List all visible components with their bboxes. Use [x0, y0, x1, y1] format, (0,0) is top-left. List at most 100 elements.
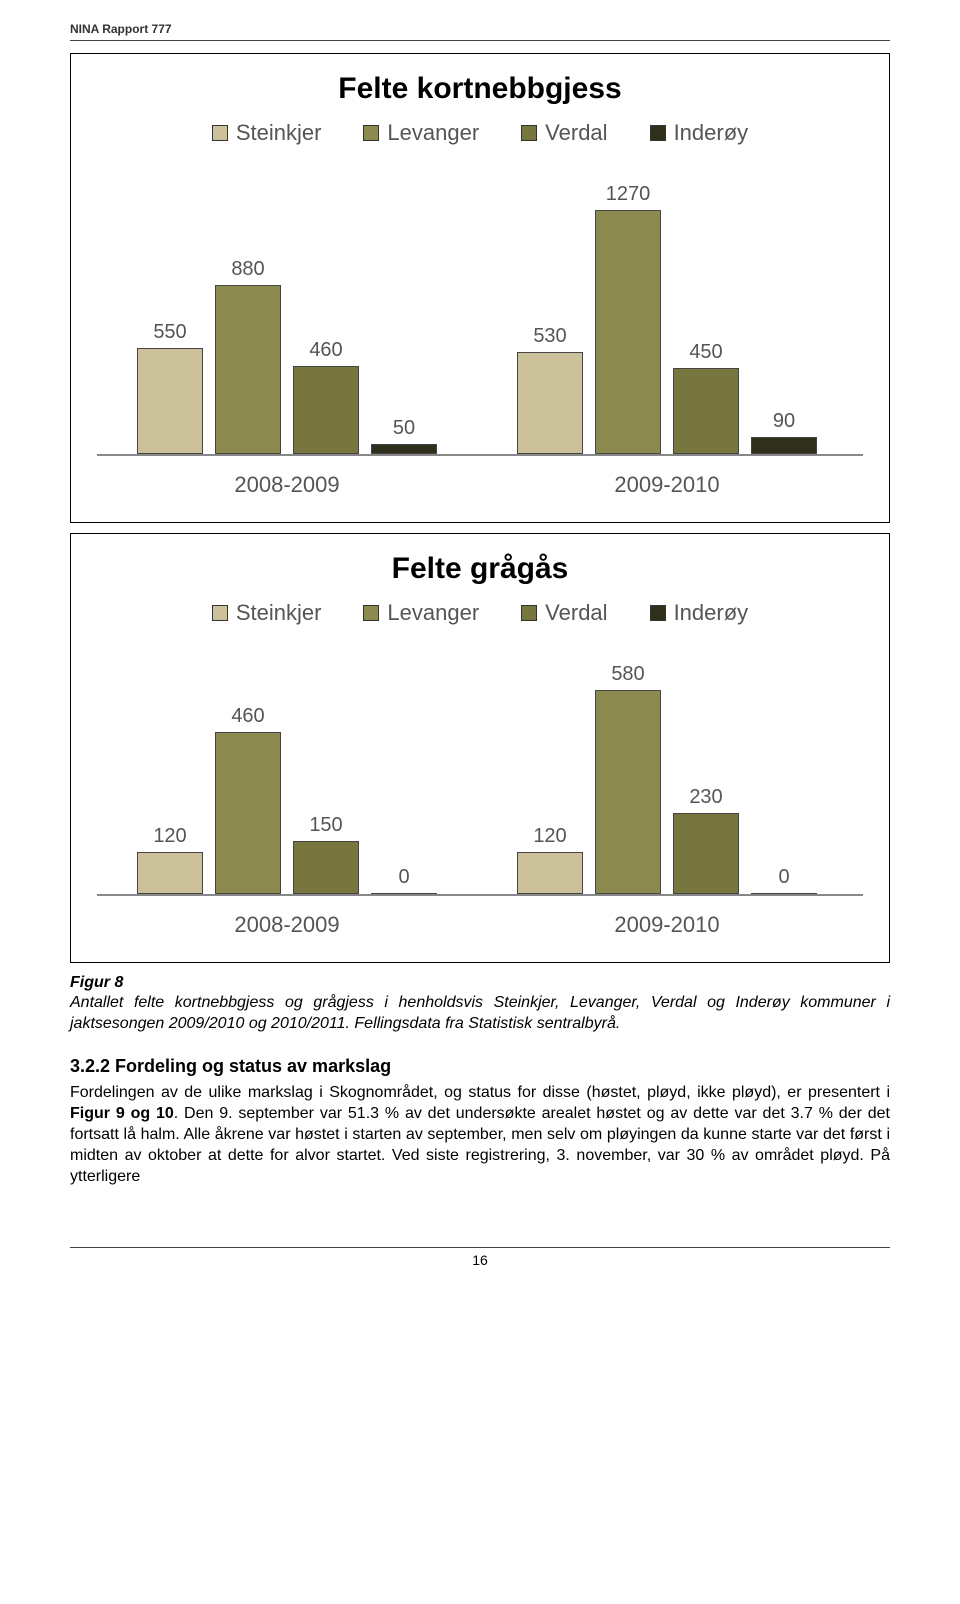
legend-label: Inderøy — [674, 120, 749, 146]
category-label: 2008-2009 — [97, 912, 477, 938]
legend-swatch-icon — [650, 125, 666, 141]
legend-swatch-icon — [363, 125, 379, 141]
legend-swatch-icon — [212, 125, 228, 141]
bar-group: 120 580 230 0 — [517, 663, 817, 894]
bar-rect — [371, 444, 437, 454]
chart1-title: Felte kortnebbgjess — [91, 72, 869, 106]
bar: 1270 — [595, 183, 661, 454]
legend-label: Verdal — [545, 120, 607, 146]
legend-swatch-icon — [650, 605, 666, 621]
legend-label: Verdal — [545, 600, 607, 626]
bar: 880 — [215, 258, 281, 454]
category-label: 2008-2009 — [97, 472, 477, 498]
legend-item: Inderøy — [650, 120, 749, 146]
figure-caption: Figur 8 Antallet felte kortnebbgjess og … — [70, 973, 890, 1034]
section-heading: 3.2.2 Fordeling og status av markslag — [70, 1056, 890, 1077]
bar-value-label: 50 — [393, 417, 415, 440]
chart1-categories: 2008-20092009-2010 — [97, 472, 863, 498]
bar-value-label: 1270 — [606, 183, 651, 206]
bar-rect — [371, 893, 437, 894]
legend-label: Levanger — [387, 600, 479, 626]
chart-kortnebbgjess: Felte kortnebbgjess Steinkjer Levanger Ver… — [70, 53, 890, 523]
bar-group: 530 1270 450 90 — [517, 183, 817, 454]
bar-value-label: 0 — [778, 866, 789, 889]
chart-gragas: Felte grågås Steinkjer Levanger Verdal Inde… — [70, 533, 890, 963]
legend-item: Levanger — [363, 600, 479, 626]
bar-rect — [215, 732, 281, 894]
bar-value-label: 460 — [231, 705, 264, 728]
legend-swatch-icon — [212, 605, 228, 621]
bar-value-label: 230 — [689, 786, 722, 809]
page-header: NINA Rapport 777 — [70, 20, 890, 41]
bar: 460 — [293, 339, 359, 454]
legend-swatch-icon — [363, 605, 379, 621]
bar-rect — [673, 813, 739, 894]
bar-rect — [595, 690, 661, 894]
page-footer: 16 — [70, 1247, 890, 1268]
page: NINA Rapport 777 Felte kortnebbgjess Ste… — [0, 0, 960, 1298]
bar-value-label: 150 — [309, 814, 342, 837]
bar: 120 — [517, 825, 583, 894]
category-label: 2009-2010 — [477, 472, 857, 498]
bar: 460 — [215, 705, 281, 894]
legend-label: Levanger — [387, 120, 479, 146]
bar-rect — [293, 366, 359, 454]
legend-item: Levanger — [363, 120, 479, 146]
bar: 450 — [673, 341, 739, 454]
bar-value-label: 550 — [153, 321, 186, 344]
category-label: 2009-2010 — [477, 912, 857, 938]
bar-rect — [517, 352, 583, 454]
bar-value-label: 580 — [611, 663, 644, 686]
legend-label: Inderøy — [674, 600, 749, 626]
figure-label: Figur 8 — [70, 974, 123, 991]
legend-item: Verdal — [521, 600, 607, 626]
bar-rect — [517, 852, 583, 894]
bar: 50 — [371, 417, 437, 454]
bar-value-label: 530 — [533, 325, 566, 348]
bar-value-label: 450 — [689, 341, 722, 364]
legend-item: Verdal — [521, 120, 607, 146]
bar: 550 — [137, 321, 203, 454]
bar-value-label: 90 — [773, 410, 795, 433]
bar-rect — [293, 841, 359, 894]
bar: 530 — [517, 325, 583, 454]
chart2-title: Felte grågås — [91, 552, 869, 586]
bar-value-label: 120 — [153, 825, 186, 848]
bar: 150 — [293, 814, 359, 894]
bar-value-label: 460 — [309, 339, 342, 362]
legend-item: Steinkjer — [212, 600, 322, 626]
page-number: 16 — [472, 1252, 488, 1268]
bar-rect — [595, 210, 661, 454]
bar-value-label: 0 — [398, 866, 409, 889]
bar: 120 — [137, 825, 203, 894]
bar-value-label: 880 — [231, 258, 264, 281]
legend-item: Steinkjer — [212, 120, 322, 146]
bar-rect — [673, 368, 739, 454]
legend-item: Inderøy — [650, 600, 749, 626]
bar: 0 — [371, 866, 437, 894]
bar-rect — [137, 852, 203, 894]
bar-group: 550 880 460 50 — [137, 258, 437, 454]
chart2-legend: Steinkjer Levanger Verdal Inderøy — [91, 600, 869, 626]
chart1-legend: Steinkjer Levanger Verdal Inderøy — [91, 120, 869, 146]
bar: 90 — [751, 410, 817, 454]
section-body: Fordelingen av de ulike markslag i Skogn… — [70, 1083, 890, 1187]
report-label: NINA Rapport 777 — [70, 22, 172, 36]
chart1-area: 550 880 460 50 530 1270 450 90 — [97, 176, 863, 456]
legend-swatch-icon — [521, 605, 537, 621]
legend-label: Steinkjer — [236, 120, 322, 146]
bar-rect — [751, 437, 817, 454]
bar: 580 — [595, 663, 661, 894]
chart2-categories: 2008-20092009-2010 — [97, 912, 863, 938]
chart2-area: 120 460 150 0 120 580 230 0 — [97, 656, 863, 896]
figure-text: Antallet felte kortnebbgjess og grågjess… — [70, 994, 890, 1031]
bar-group: 120 460 150 0 — [137, 705, 437, 894]
bar-rect — [751, 893, 817, 894]
bar: 230 — [673, 786, 739, 894]
bar-rect — [137, 348, 203, 454]
bar-value-label: 120 — [533, 825, 566, 848]
legend-label: Steinkjer — [236, 600, 322, 626]
bar-rect — [215, 285, 281, 454]
legend-swatch-icon — [521, 125, 537, 141]
bar: 0 — [751, 866, 817, 894]
